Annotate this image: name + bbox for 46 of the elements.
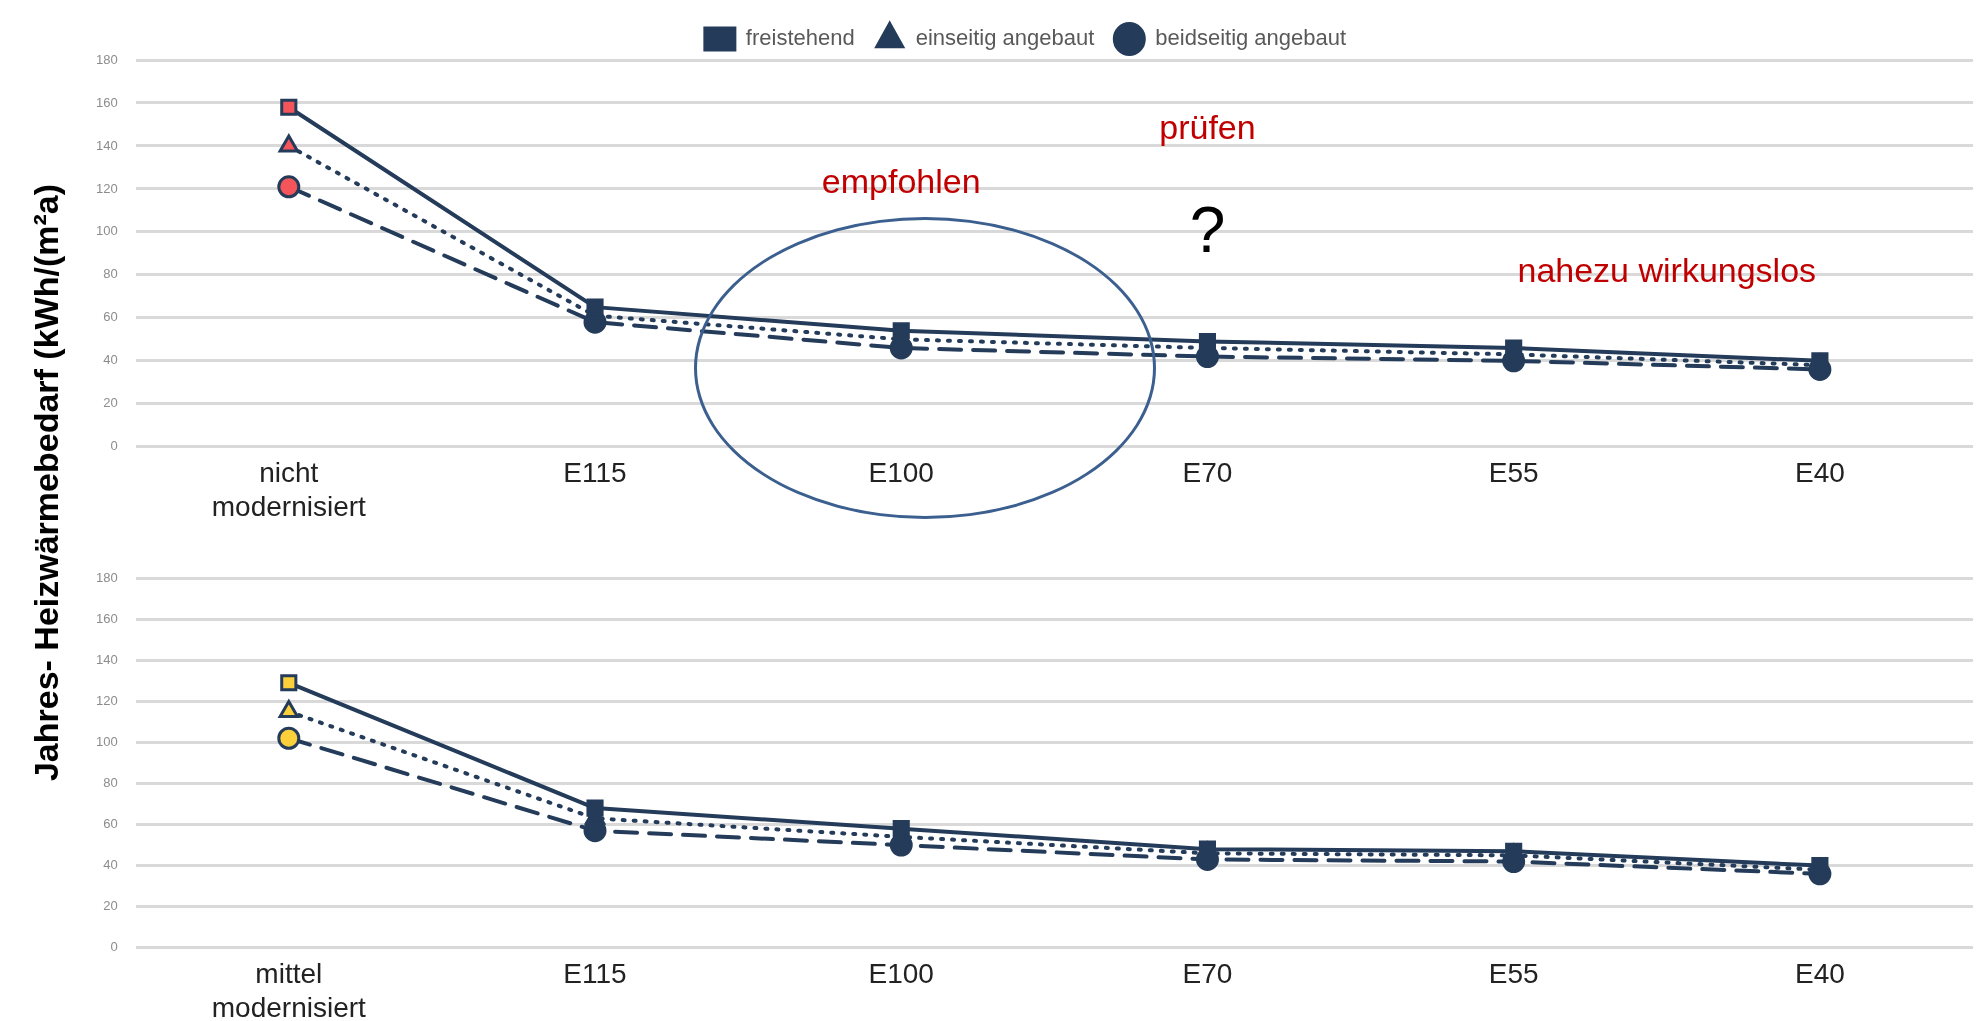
- y-axis-title: Jahres- Heizwärmebedarf (kWh/(m²a): [26, 184, 66, 782]
- legend-label: einseitig angebaut: [915, 25, 1095, 51]
- point: [892, 820, 910, 838]
- y-tick-label: 160: [95, 94, 118, 110]
- x-tick-label: E115: [563, 958, 627, 990]
- annotation: prüfen: [1159, 108, 1256, 146]
- annotation: ?: [1189, 193, 1226, 266]
- y-tick-label: 60: [103, 816, 118, 832]
- y-tick-label: 140: [95, 137, 118, 153]
- y-tick-label: 20: [103, 395, 118, 411]
- y-tick-label: 60: [103, 309, 118, 325]
- x-tick-label: E115: [563, 457, 627, 489]
- y-tick-label: 0: [110, 438, 118, 454]
- x-tick-label: E70: [1182, 958, 1233, 990]
- y-tick-label: 160: [95, 610, 118, 626]
- x-tick-label: E55: [1488, 457, 1539, 489]
- x-tick-label: E70: [1182, 457, 1233, 489]
- legend-label: freistehend: [745, 25, 855, 51]
- y-tick-label: 100: [95, 733, 118, 749]
- legend-label: beidseitig angebaut: [1155, 25, 1347, 51]
- y-tick-label: 120: [95, 692, 118, 708]
- x-tick-label: E40: [1794, 958, 1845, 990]
- y-tick-label: 180: [95, 51, 118, 67]
- y-tick-label: 80: [103, 775, 118, 791]
- x-tick-label: E100: [868, 958, 934, 990]
- x-tick-label: nicht modernisiert: [211, 457, 367, 522]
- y-tick-label: 140: [95, 651, 118, 667]
- y-tick-label: 40: [103, 857, 118, 873]
- y-tick-label: 0: [110, 939, 118, 955]
- y-tick-label: 80: [103, 266, 118, 282]
- x-tick-label: E40: [1794, 457, 1845, 489]
- point: [280, 98, 298, 116]
- point: [586, 298, 604, 316]
- annotation: nahezu wirkungslos: [1517, 251, 1817, 290]
- y-tick-label: 20: [103, 898, 118, 914]
- x-tick-label: mittel modernisiert: [211, 958, 367, 1021]
- x-tick-label: E55: [1488, 958, 1539, 990]
- x-tick-label: E100: [868, 457, 934, 489]
- y-tick-label: 180: [95, 569, 118, 585]
- annotation: empfohlen: [821, 162, 981, 201]
- y-tick-label: 100: [95, 223, 118, 239]
- point: [1198, 332, 1217, 351]
- y-tick-label: 40: [103, 352, 118, 368]
- point: [892, 322, 910, 340]
- y-tick-label: 120: [95, 180, 118, 196]
- point: [277, 175, 301, 199]
